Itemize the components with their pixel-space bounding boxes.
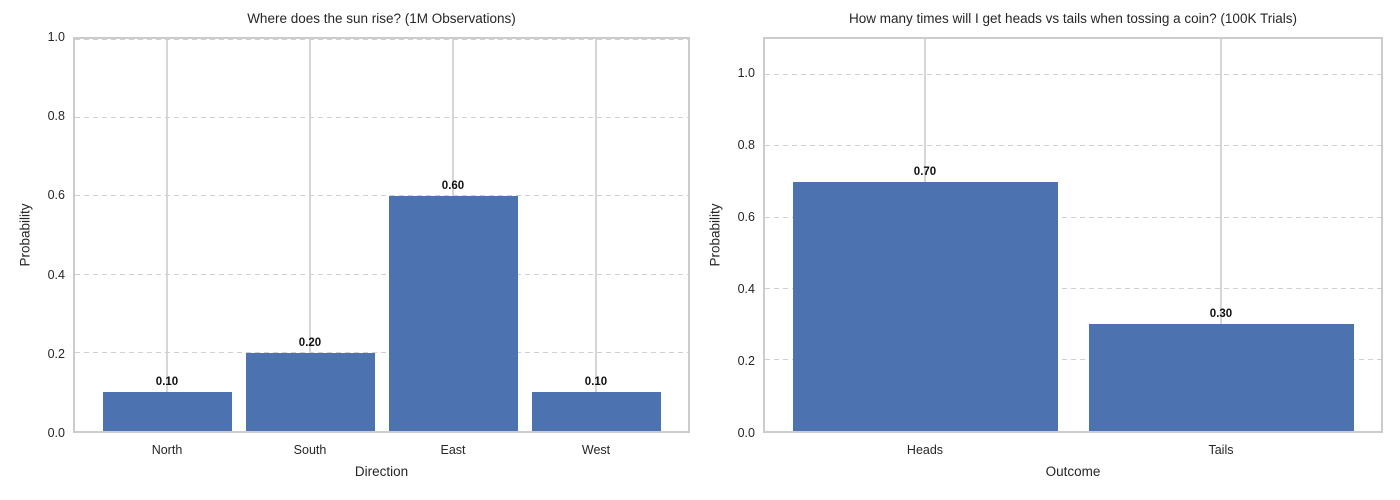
y-tick-label: 1.0: [737, 66, 755, 80]
x-tick-label: West: [581, 443, 611, 457]
x-tick-label: Heads: [906, 443, 944, 457]
plot-area: 0.70 0.30: [763, 37, 1383, 433]
y-tick-label: 0.0: [737, 426, 755, 440]
horizontal-gridline: [75, 195, 688, 197]
horizontal-gridline: [765, 287, 1381, 289]
bar-south: [245, 352, 375, 431]
chart-title: How many times will I get heads vs tails…: [849, 11, 1297, 26]
y-tick-label: 1.0: [47, 30, 65, 44]
x-axis-label: Direction: [354, 464, 409, 479]
y-tick-label: 0.8: [47, 109, 65, 124]
y-tick-label: 0.6: [47, 188, 65, 203]
bar-north: [102, 391, 232, 431]
y-tick-label: 0.4: [737, 282, 755, 296]
bar-value-label: 0.30: [1209, 308, 1233, 321]
bar-heads: [792, 181, 1058, 431]
horizontal-gridline: [765, 216, 1381, 218]
y-axis-label: Probability: [707, 203, 723, 267]
y-tick-label: 0.8: [737, 138, 755, 152]
vertical-gridline: [595, 39, 597, 431]
horizontal-gridline: [75, 352, 688, 354]
horizontal-gridline: [765, 74, 1381, 76]
horizontal-gridline: [75, 273, 688, 275]
horizontal-gridline: [765, 145, 1381, 147]
bar-value-label: 0.60: [441, 179, 465, 192]
x-tick-label: South: [293, 443, 327, 457]
bar-west: [531, 391, 661, 431]
bar-tails: [1088, 324, 1354, 431]
x-axis-label: Outcome: [1045, 464, 1101, 479]
bar-east: [388, 195, 518, 431]
bar-value-label: 0.10: [584, 375, 608, 388]
x-tick-label: Tails: [1208, 443, 1234, 457]
y-tick-label: 0.0: [47, 426, 65, 440]
vertical-gridline: [1220, 39, 1222, 431]
horizontal-gridline: [765, 359, 1381, 361]
bar-value-label: 0.20: [298, 336, 322, 349]
y-tick-label: 0.6: [737, 210, 755, 224]
horizontal-gridline: [75, 116, 688, 118]
bar-value-label: 0.70: [913, 165, 937, 178]
vertical-gridline: [309, 39, 311, 431]
x-tick-label: North: [151, 443, 183, 457]
y-tick-label: 0.2: [47, 346, 65, 361]
y-tick-label: 0.4: [47, 267, 65, 282]
horizontal-gridline: [75, 38, 688, 40]
y-tick-label: 0.2: [737, 354, 755, 368]
bar-value-label: 0.10: [155, 375, 179, 388]
x-tick-label: East: [440, 443, 466, 457]
chart-title: Where does the sun rise? (1M Observation…: [247, 11, 516, 26]
vertical-gridline: [166, 39, 168, 431]
plot-area: 0.10 0.20 0.60 0.10: [73, 37, 690, 433]
